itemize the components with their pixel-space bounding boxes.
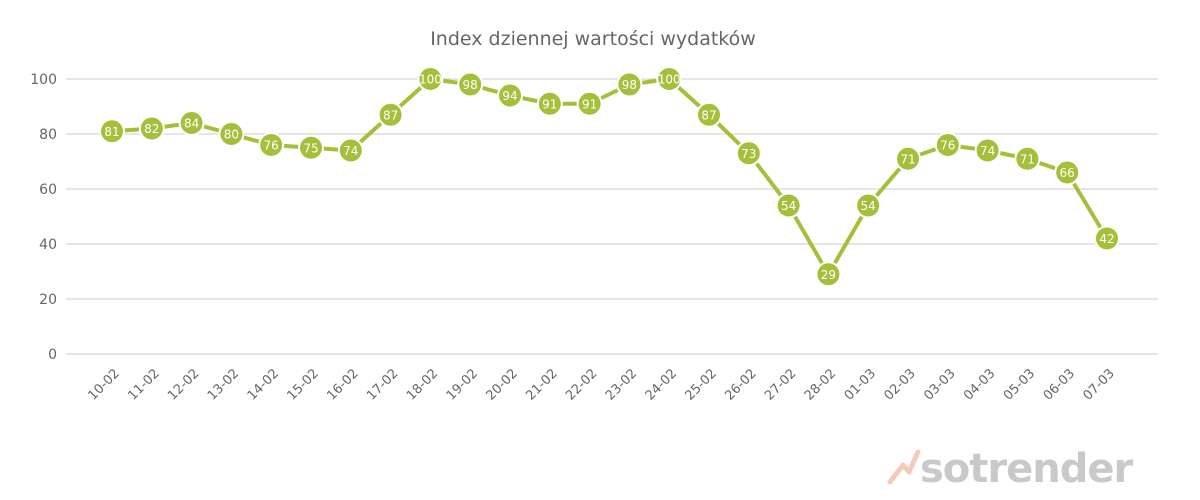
data-label: 76 bbox=[940, 139, 955, 153]
x-tick-label: 13-02 bbox=[205, 366, 242, 403]
x-tick-label: 24-02 bbox=[643, 366, 680, 403]
data-label: 91 bbox=[582, 97, 597, 111]
data-point bbox=[775, 192, 802, 219]
x-tick-label: 22-02 bbox=[563, 366, 600, 403]
sotrender-logo: sotrender bbox=[887, 446, 1135, 492]
x-tick-label: 19-02 bbox=[444, 366, 481, 403]
data-point bbox=[536, 90, 563, 117]
y-tick-label: 60 bbox=[39, 182, 57, 198]
x-tick-label: 27-02 bbox=[762, 366, 799, 403]
data-point bbox=[934, 132, 961, 158]
y-tick-label: 80 bbox=[39, 127, 57, 143]
data-point bbox=[417, 66, 444, 92]
logo-arrow-icon bbox=[887, 449, 921, 485]
x-axis: 10-02 11-02 12-02 13-02 14-02 15-02 16-02 17-02… bbox=[86, 366, 1118, 403]
x-tick-label: 25-02 bbox=[683, 366, 720, 403]
data-point bbox=[855, 192, 882, 219]
data-label: 100 bbox=[658, 73, 681, 87]
x-tick-label: 23-02 bbox=[603, 366, 640, 403]
data-label: 54 bbox=[781, 199, 796, 213]
data-label: 91 bbox=[542, 97, 557, 111]
x-tick-label: 15-02 bbox=[285, 366, 322, 403]
data-point bbox=[735, 140, 762, 167]
data-label: 74 bbox=[980, 144, 995, 158]
y-tick-label: 20 bbox=[39, 292, 57, 308]
data-label: 80 bbox=[224, 128, 239, 142]
data-label: 71 bbox=[1020, 152, 1035, 166]
data-point bbox=[1094, 225, 1120, 252]
data-point bbox=[1014, 145, 1041, 172]
x-tick-label: 04-03 bbox=[961, 366, 998, 403]
x-tick-label: 26-02 bbox=[722, 366, 759, 403]
data-point bbox=[616, 71, 643, 98]
x-tick-label: 06-03 bbox=[1041, 366, 1078, 403]
x-tick-label: 21-02 bbox=[523, 366, 560, 403]
data-label: 76 bbox=[264, 139, 279, 153]
x-tick-label: 03-03 bbox=[921, 366, 958, 403]
x-tick-label: 18-02 bbox=[404, 366, 441, 403]
x-tick-label: 12-02 bbox=[165, 366, 202, 403]
data-point bbox=[337, 137, 364, 164]
data-label: 94 bbox=[502, 89, 517, 103]
y-tick-label: 0 bbox=[48, 347, 57, 363]
data-label: 71 bbox=[900, 152, 915, 166]
data-point bbox=[815, 261, 842, 288]
series: 81 82 84 80 76 75 74 87 100 98 94 91 91 98 100 87 73 54 29… bbox=[99, 66, 1120, 288]
data-point bbox=[218, 121, 245, 147]
data-label: 73 bbox=[741, 147, 756, 161]
data-point bbox=[696, 101, 722, 128]
x-tick-label: 17-02 bbox=[364, 366, 401, 403]
x-tick-label: 01-03 bbox=[842, 366, 879, 403]
data-label: 81 bbox=[104, 125, 119, 139]
y-tick-label: 100 bbox=[30, 72, 57, 88]
data-point bbox=[656, 66, 683, 92]
data-point bbox=[138, 115, 165, 142]
x-tick-label: 10-02 bbox=[86, 366, 123, 403]
data-point bbox=[258, 132, 285, 158]
data-label: 54 bbox=[861, 199, 876, 213]
data-label: 82 bbox=[144, 122, 159, 136]
data-label: 98 bbox=[463, 78, 478, 92]
data-label: 75 bbox=[303, 141, 318, 155]
grid bbox=[66, 78, 1158, 355]
data-point bbox=[99, 118, 125, 145]
data-point bbox=[895, 145, 921, 172]
data-point bbox=[298, 134, 324, 161]
data-label: 100 bbox=[419, 73, 442, 87]
data-label: 66 bbox=[1060, 166, 1075, 180]
data-label: 74 bbox=[343, 144, 358, 158]
data-label: 98 bbox=[622, 78, 637, 92]
data-point bbox=[377, 101, 404, 128]
x-tick-label: 05-03 bbox=[1001, 366, 1038, 403]
data-label: 87 bbox=[383, 108, 398, 122]
data-label: 29 bbox=[821, 268, 836, 282]
x-tick-label: 20-02 bbox=[484, 366, 521, 403]
x-tick-label: 07-03 bbox=[1081, 366, 1118, 403]
data-label: 42 bbox=[1099, 232, 1114, 246]
data-point bbox=[457, 71, 484, 98]
y-tick-label: 40 bbox=[39, 237, 57, 253]
series-line bbox=[110, 77, 1109, 277]
data-point bbox=[1054, 159, 1081, 186]
logo-text: sotrender bbox=[920, 446, 1134, 492]
data-point bbox=[974, 137, 1001, 164]
x-tick-label: 11-02 bbox=[125, 366, 162, 403]
data-point bbox=[576, 90, 603, 117]
x-tick-label: 16-02 bbox=[324, 366, 361, 403]
x-tick-label: 02-03 bbox=[882, 366, 919, 403]
x-tick-label: 14-02 bbox=[245, 366, 282, 403]
data-point bbox=[497, 82, 523, 109]
x-tick-label: 28-02 bbox=[802, 366, 839, 403]
data-label: 87 bbox=[701, 108, 716, 122]
data-label: 84 bbox=[184, 117, 199, 131]
chart-title: Index dziennej wartości wydatków bbox=[430, 28, 756, 50]
y-axis: 0 20 40 60 80 100 bbox=[30, 72, 57, 363]
data-point bbox=[178, 110, 205, 136]
